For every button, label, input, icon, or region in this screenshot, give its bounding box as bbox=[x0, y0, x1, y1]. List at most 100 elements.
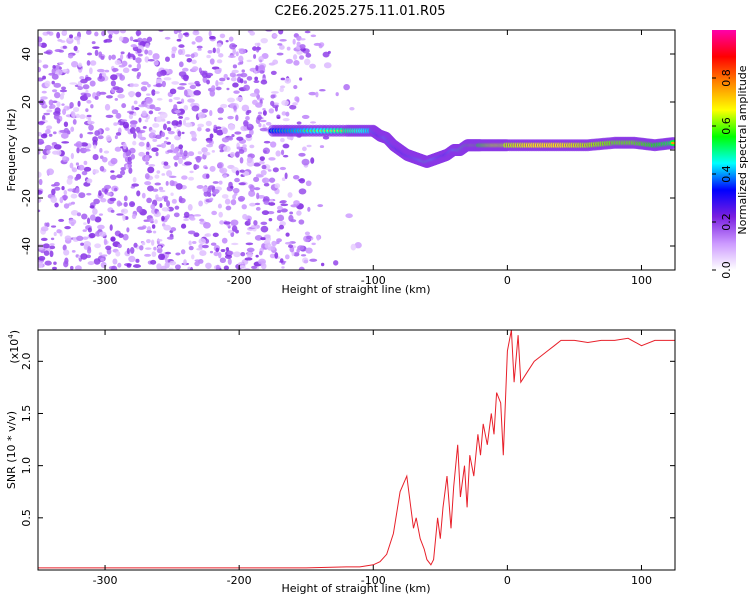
noise-speckle bbox=[232, 64, 238, 69]
noise-speckle bbox=[209, 165, 216, 172]
noise-speckle bbox=[217, 81, 224, 85]
noise-speckle bbox=[132, 113, 137, 116]
noise-speckle bbox=[77, 100, 81, 107]
noise-speckle bbox=[193, 214, 202, 217]
noise-speckle bbox=[85, 89, 89, 94]
noise-speckle bbox=[167, 149, 174, 153]
noise-speckle bbox=[214, 68, 222, 75]
noise-speckle bbox=[51, 80, 55, 85]
noise-speckle bbox=[237, 195, 246, 202]
noise-speckle bbox=[178, 144, 184, 150]
noise-speckle bbox=[255, 65, 259, 72]
noise-speckle bbox=[137, 37, 143, 42]
noise-speckle bbox=[154, 219, 158, 224]
noise-speckle bbox=[231, 69, 239, 74]
noise-speckle bbox=[228, 36, 234, 42]
noise-speckle bbox=[268, 157, 276, 161]
noise-speckle bbox=[141, 110, 147, 117]
noise-speckle bbox=[173, 212, 180, 218]
noise-speckle bbox=[232, 187, 240, 194]
noise-speckle bbox=[230, 77, 237, 82]
noise-speckle bbox=[183, 259, 187, 266]
noise-speckle bbox=[298, 177, 306, 184]
noise-speckle bbox=[180, 223, 187, 229]
snr-x-ticks: -300 -200 -100 0 100 bbox=[93, 330, 652, 587]
noise-speckle bbox=[261, 210, 270, 216]
noise-speckle bbox=[144, 181, 152, 186]
noise-speckle bbox=[191, 254, 195, 260]
noise-speckle bbox=[144, 173, 150, 180]
noise-speckle bbox=[155, 151, 159, 157]
noise-speckle bbox=[170, 143, 175, 150]
noise-speckle bbox=[46, 125, 53, 130]
noise-speckle bbox=[205, 120, 212, 127]
noise-speckle bbox=[83, 160, 88, 165]
noise-speckle bbox=[81, 170, 88, 176]
noise-speckle bbox=[63, 249, 70, 256]
noise-speckle bbox=[98, 213, 103, 216]
noise-speckle bbox=[86, 192, 92, 196]
noise-speckle bbox=[262, 124, 266, 130]
noise-speckle bbox=[299, 55, 305, 60]
noise-speckle bbox=[300, 254, 307, 257]
noise-speckle bbox=[276, 52, 284, 56]
colorbar-gradient bbox=[712, 30, 736, 270]
noise-speckle bbox=[109, 197, 117, 202]
noise-speckle bbox=[191, 66, 199, 72]
x-tick-label: -200 bbox=[227, 574, 252, 587]
noise-speckle bbox=[104, 69, 110, 73]
noise-speckle bbox=[40, 237, 48, 242]
noise-speckle bbox=[204, 233, 209, 237]
noise-speckle bbox=[292, 102, 298, 106]
noise-speckle bbox=[289, 104, 297, 110]
noise-speckle bbox=[305, 247, 313, 254]
noise-speckle bbox=[54, 202, 59, 208]
noise-speckle bbox=[154, 91, 160, 94]
noise-speckle bbox=[94, 95, 99, 100]
noise-speckle bbox=[79, 147, 87, 154]
noise-speckle bbox=[42, 154, 47, 160]
noise-speckle bbox=[296, 50, 303, 55]
noise-speckle bbox=[173, 155, 180, 161]
noise-speckle bbox=[222, 127, 228, 135]
noise-speckle bbox=[146, 141, 150, 148]
noise-speckle bbox=[227, 250, 234, 256]
noise-speckle bbox=[126, 247, 130, 255]
noise-speckle bbox=[110, 236, 116, 242]
noise-speckle bbox=[132, 46, 139, 52]
noise-speckle bbox=[183, 211, 190, 218]
noise-speckle bbox=[84, 76, 92, 81]
noise-speckle bbox=[77, 62, 83, 68]
noise-speckle bbox=[72, 112, 76, 119]
noise-speckle bbox=[108, 54, 112, 61]
noise-speckle bbox=[148, 110, 154, 115]
noise-speckle bbox=[161, 173, 166, 176]
noise-speckle bbox=[58, 49, 65, 53]
noise-speckle bbox=[254, 235, 263, 241]
noise-speckle bbox=[234, 151, 240, 158]
noise-speckle bbox=[299, 44, 306, 49]
noise-speckle bbox=[182, 67, 189, 72]
noise-speckle bbox=[156, 71, 163, 78]
noise-speckle bbox=[282, 118, 290, 122]
noise-speckle bbox=[241, 204, 247, 210]
noise-speckle bbox=[238, 48, 247, 55]
noise-speckle bbox=[197, 48, 202, 51]
noise-speckle bbox=[193, 232, 200, 238]
noise-speckle bbox=[49, 245, 56, 250]
noise-speckle bbox=[64, 235, 72, 241]
noise-speckle bbox=[163, 161, 169, 166]
noise-speckle bbox=[173, 148, 179, 154]
noise-speckle bbox=[52, 65, 56, 69]
noise-speckle bbox=[145, 161, 149, 165]
noise-speckle bbox=[110, 157, 118, 165]
noise-speckle bbox=[159, 112, 168, 119]
noise-speckle bbox=[38, 255, 46, 261]
noise-speckle bbox=[209, 133, 214, 139]
snr-y-ticks: 0.5 1.0 1.5 2.0 bbox=[20, 353, 675, 527]
noise-speckle bbox=[92, 208, 98, 215]
noise-speckle bbox=[216, 47, 221, 54]
noise-speckle bbox=[263, 182, 270, 187]
noise-speckle bbox=[228, 55, 236, 59]
noise-speckle bbox=[191, 59, 197, 65]
